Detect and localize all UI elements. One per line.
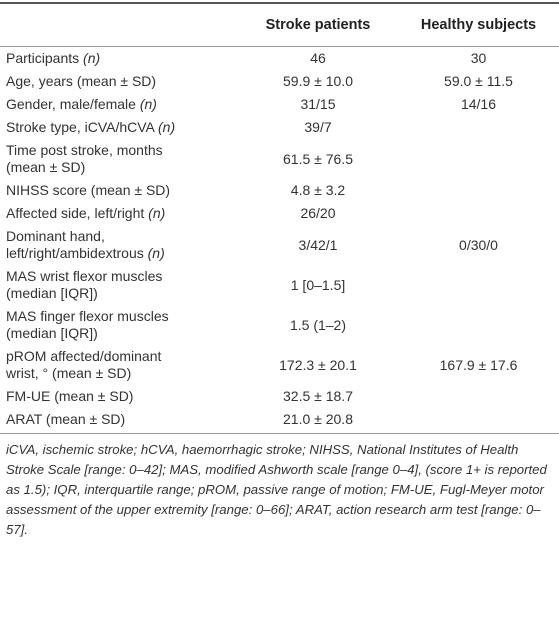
table-cell: 39/7 <box>304 119 332 135</box>
table-cell: 26/20 <box>300 205 336 221</box>
label-unit: (n) <box>147 245 165 261</box>
label-line: ARAT (mean ± SD) <box>6 411 126 427</box>
table-cell <box>398 202 559 225</box>
label-line: FM-UE (mean ± SD) <box>6 388 134 404</box>
table-cell: 31/15 <box>300 96 336 112</box>
table-cell: 3/42/1 <box>298 236 338 253</box>
row-label: NIHSS score (mean ± SD) <box>0 179 238 202</box>
row-label: Participants (n) <box>0 47 238 71</box>
table-cell: 61.5 ± 76.5 <box>283 150 353 167</box>
row-label: MAS finger flexor muscles (median [IQR]) <box>0 305 238 345</box>
table-row: ARAT (mean ± SD) 21.0 ± 20.8 <box>0 408 559 434</box>
table-cell <box>398 408 559 434</box>
table-cell <box>398 385 559 408</box>
table-cell: 1.5 (1–2) <box>289 316 347 333</box>
table-cell: 21.0 ± 20.8 <box>238 408 398 434</box>
row-label: Age, years (mean ± SD) <box>0 70 238 93</box>
table-row: MAS wrist flexor muscles (median [IQR]) 1 … <box>0 265 559 305</box>
table-cell: 59.0 ± 11.5 <box>444 73 513 89</box>
table-cell <box>398 139 559 179</box>
table-body: Participants (n) 46 30 Age, years (mean ± S… <box>0 47 559 434</box>
row-label: Time post stroke, months (mean ± SD) <box>0 139 238 179</box>
label-line: NIHSS score (mean ± SD) <box>6 182 171 198</box>
table-cell: 172.3 ± 20.1 <box>279 356 357 373</box>
label-line: (mean ± SD) <box>6 159 86 175</box>
table-cell <box>398 265 559 305</box>
table-cell <box>398 116 559 139</box>
label-unit: (n) <box>83 50 101 66</box>
table-row: Participants (n) 46 30 <box>0 47 559 71</box>
footnote: iCVA, ischemic stroke; hCVA, haemorrhagi… <box>6 442 547 537</box>
label-line: left/right/ambidextrous <box>6 245 144 261</box>
table-cell: 4.8 ± 3.2 <box>290 182 346 198</box>
label-line: (median [IQR]) <box>6 325 98 341</box>
row-label: MAS wrist flexor muscles (median [IQR]) <box>0 265 238 305</box>
table-cell <box>398 179 559 202</box>
table-row: Dominant hand, left/right/ambidextrous (n… <box>0 225 559 265</box>
table-row: Age, years (mean ± SD) 59.9 ± 10.0 59.0 ± … <box>0 70 559 93</box>
table-cell: 30 <box>470 50 487 66</box>
table-row: MAS finger flexor muscles (median [IQR]) 1… <box>0 305 559 345</box>
column-header <box>0 3 238 47</box>
table-row: Time post stroke, months (mean ± SD) 61.5 … <box>0 139 559 179</box>
row-label: Gender, male/female (n) <box>0 93 238 116</box>
header-row: Stroke patients Healthy subjects <box>0 3 559 47</box>
table-cell: 14/16 <box>460 96 497 112</box>
table-row: NIHSS score (mean ± SD) 4.8 ± 3.2 <box>0 179 559 202</box>
label-line: wrist, ° (mean ± SD) <box>6 365 132 381</box>
label-line: MAS finger flexor muscles <box>6 308 169 324</box>
table-cell: 0/30/0 <box>459 236 498 253</box>
label-line: Dominant hand, <box>6 228 105 244</box>
label-unit: (n) <box>139 96 157 112</box>
label-line: Participants <box>6 50 80 66</box>
row-label: FM-UE (mean ± SD) <box>0 385 238 408</box>
label-line: Age, years (mean ± SD) <box>6 73 157 89</box>
table-row: Affected side, left/right (n) 26/20 <box>0 202 559 225</box>
table-cell: 46 <box>310 50 326 66</box>
table-cell: 167.9 ± 17.6 <box>439 356 518 373</box>
table-row: pROM affected/dominant wrist, ° (mean ± S… <box>0 345 559 385</box>
label-unit: (n) <box>158 119 176 135</box>
table-row: Stroke type, iCVA/hCVA (n) 39/7 <box>0 116 559 139</box>
table-cell: 1 [0–1.5] <box>290 276 346 293</box>
table-row: FM-UE (mean ± SD) 32.5 ± 18.7 <box>0 385 559 408</box>
label-line: Affected side, left/right <box>6 205 145 221</box>
table-cell: 59.9 ± 10.0 <box>283 73 353 89</box>
label-line: MAS wrist flexor muscles <box>6 268 163 284</box>
label-line: Stroke type, iCVA/hCVA <box>6 119 155 135</box>
row-label: ARAT (mean ± SD) <box>0 408 238 434</box>
data-table: Stroke patients Healthy subjects Particip… <box>0 2 559 434</box>
row-label: Dominant hand, left/right/ambidextrous (n… <box>0 225 238 265</box>
label-unit: (n) <box>148 205 166 221</box>
table-row: Gender, male/female (n) 31/15 14/16 <box>0 93 559 116</box>
table-cell <box>398 305 559 345</box>
row-label: pROM affected/dominant wrist, ° (mean ± S… <box>0 345 238 385</box>
column-header: Stroke patients <box>238 3 398 47</box>
row-label: Stroke type, iCVA/hCVA (n) <box>0 116 238 139</box>
column-header: Healthy subjects <box>398 3 559 47</box>
row-label: Affected side, left/right (n) <box>0 202 238 225</box>
table-cell: 32.5 ± 18.7 <box>283 388 353 404</box>
label-line: (median [IQR]) <box>6 285 98 301</box>
label-line: pROM affected/dominant <box>6 348 162 364</box>
label-line: Time post stroke, months <box>6 142 163 158</box>
label-line: Gender, male/female <box>6 96 136 112</box>
